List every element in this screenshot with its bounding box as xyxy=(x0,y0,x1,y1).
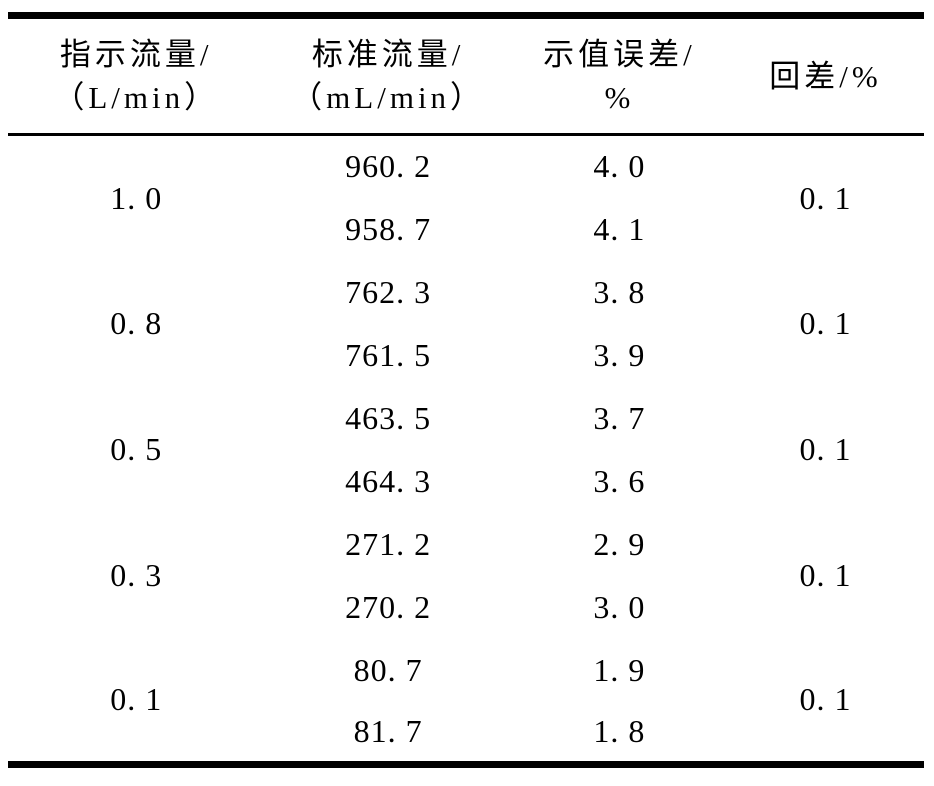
table-body: 1. 0 960. 2 4. 0 0. 1 958. 7 4. 1 0. 8 7… xyxy=(8,135,924,765)
error-value: 4. 1 xyxy=(593,210,646,247)
indicated-flow-value: 1. 0 xyxy=(110,179,163,216)
hysteresis-value: 0. 1 xyxy=(799,681,852,718)
header-line: 标准流量/ xyxy=(311,37,465,72)
error-value: 3. 7 xyxy=(593,399,646,436)
table-row: 0. 5 463. 5 3. 7 0. 1 xyxy=(8,387,924,468)
table-row: 761. 5 3. 9 xyxy=(8,324,924,387)
table-row: 464. 3 3. 6 xyxy=(8,450,924,513)
hysteresis-value: 0. 1 xyxy=(799,431,852,467)
table-row: 81. 7 1. 8 xyxy=(8,702,924,765)
header-unit: % xyxy=(604,80,635,115)
standard-flow-value: 80. 7 xyxy=(353,651,423,688)
col-header-hysteresis: 回差/% xyxy=(727,15,924,136)
col-header-indication-error: 示值误差/ % xyxy=(511,15,728,136)
standard-flow-value: 270. 2 xyxy=(345,588,432,625)
error-value: 3. 8 xyxy=(593,273,646,310)
standard-flow-value: 761. 5 xyxy=(345,336,432,373)
hysteresis-value: 0. 1 xyxy=(799,179,852,216)
error-value: 4. 0 xyxy=(593,148,646,185)
error-value: 1. 8 xyxy=(593,712,646,749)
standard-flow-value: 271. 2 xyxy=(345,525,432,562)
standard-flow-value: 960. 2 xyxy=(345,148,432,185)
col-header-standard-flow: 标准流量/ （mL/min） xyxy=(264,15,512,136)
standard-flow-value: 762. 3 xyxy=(345,273,432,310)
table-row: 1. 0 960. 2 4. 0 0. 1 xyxy=(8,135,924,216)
standard-flow-value: 464. 3 xyxy=(345,462,432,499)
hysteresis-value: 0. 1 xyxy=(799,557,852,593)
table-row: 270. 2 3. 0 xyxy=(8,576,924,639)
hysteresis-value: 0. 1 xyxy=(799,305,852,341)
error-value: 2. 9 xyxy=(593,525,646,562)
error-value: 3. 0 xyxy=(593,588,646,625)
indicated-flow-value: 0. 3 xyxy=(110,557,163,593)
indicated-flow-value: 0. 1 xyxy=(110,681,163,718)
table-row: 0. 3 271. 2 2. 9 0. 1 xyxy=(8,513,924,594)
header-row: 指示流量/ （L/min） 标准流量/ （mL/min） 示值误差/ % 回差/… xyxy=(8,15,924,136)
header-unit: （L/min） xyxy=(53,80,220,115)
header-line: 回差/% xyxy=(769,58,882,94)
header-unit: （mL/min） xyxy=(291,80,486,115)
header-line: 指示流量/ xyxy=(59,37,213,72)
standard-flow-value: 958. 7 xyxy=(345,210,432,247)
indicated-flow-value: 0. 8 xyxy=(110,305,163,341)
indicated-flow-value: 0. 5 xyxy=(110,431,163,467)
error-value: 3. 9 xyxy=(593,336,646,373)
standard-flow-value: 463. 5 xyxy=(345,399,432,436)
flow-calibration-table: 指示流量/ （L/min） 标准流量/ （mL/min） 示值误差/ % 回差/… xyxy=(8,12,924,768)
error-value: 1. 9 xyxy=(593,651,646,688)
error-value: 3. 6 xyxy=(593,462,646,499)
table-header: 指示流量/ （L/min） 标准流量/ （mL/min） 示值误差/ % 回差/… xyxy=(8,15,924,136)
table-row: 958. 7 4. 1 xyxy=(8,198,924,261)
standard-flow-value: 81. 7 xyxy=(353,712,423,749)
col-header-indicated-flow: 指示流量/ （L/min） xyxy=(8,15,265,136)
table-row: 0. 8 762. 3 3. 8 0. 1 xyxy=(8,261,924,342)
table-row: 0. 1 80. 7 1. 9 0. 1 xyxy=(8,639,924,718)
header-line: 示值误差/ xyxy=(543,37,696,72)
